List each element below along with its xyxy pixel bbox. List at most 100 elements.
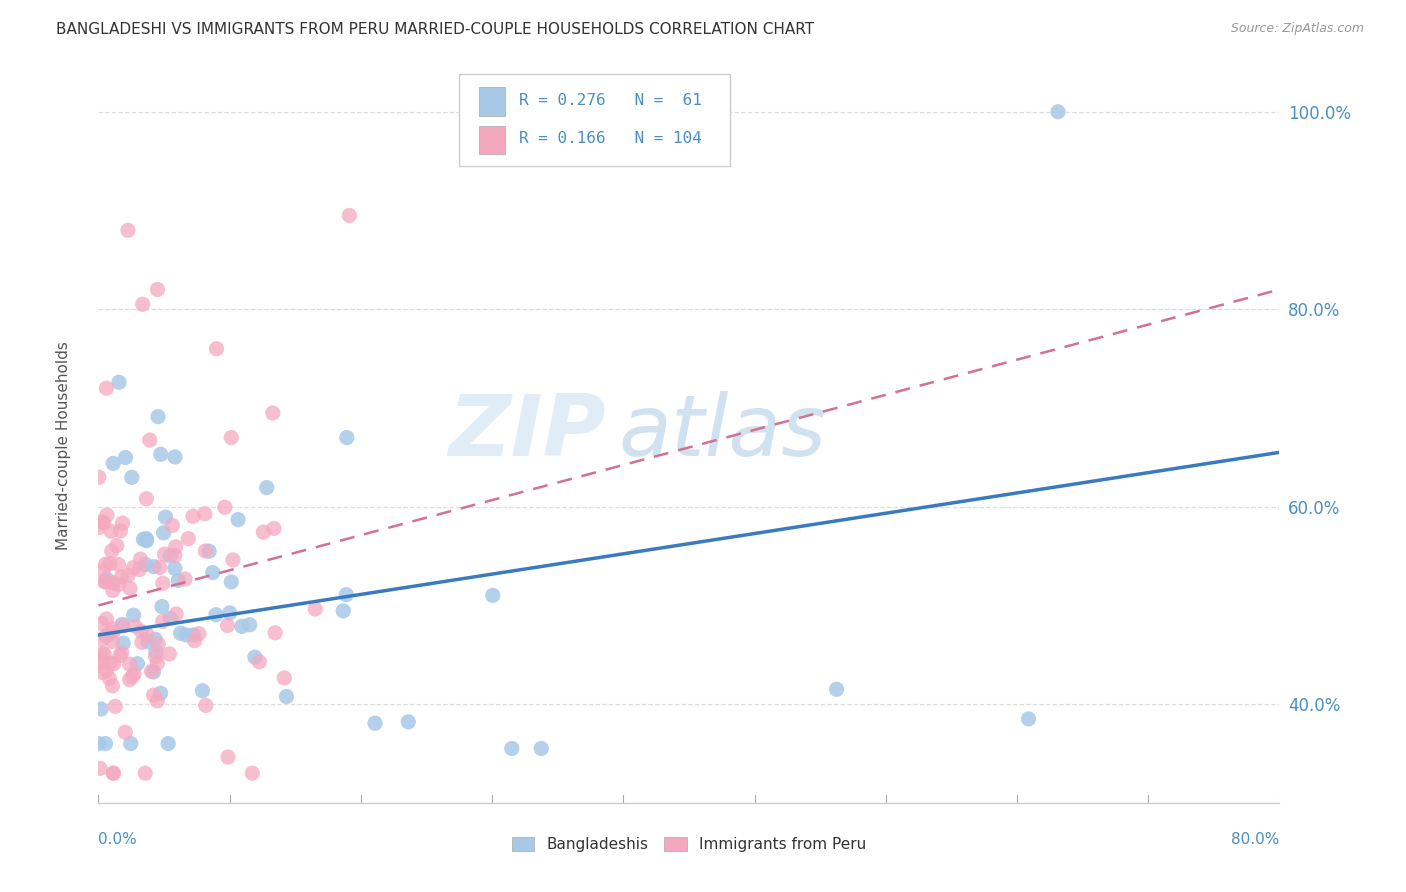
Point: [163, 549, 186, 563]
Text: BANGLADESHI VS IMMIGRANTS FROM PERU MARRIED-COUPLE HOUSEHOLDS CORRELATION CHART: BANGLADESHI VS IMMIGRANTS FROM PERU MARR…: [56, 22, 814, 37]
Point: [157, 647, 180, 661]
Point: [143, 632, 166, 647]
Point: [217, 618, 239, 632]
Point: [181, 509, 204, 524]
Point: [118, 673, 141, 687]
Point: [226, 512, 249, 526]
Point: [165, 607, 187, 621]
Point: [146, 283, 169, 297]
Point: [163, 450, 186, 464]
Point: [134, 766, 156, 780]
Point: [108, 376, 131, 390]
Point: [481, 588, 503, 602]
Point: [501, 741, 523, 756]
Point: [103, 766, 125, 780]
Point: [87, 520, 110, 534]
Point: [111, 516, 134, 530]
Point: [90, 515, 112, 529]
Point: [273, 671, 295, 685]
Point: [121, 470, 143, 484]
Point: [174, 572, 197, 586]
Point: [135, 491, 157, 506]
Point: [152, 576, 174, 591]
Point: [276, 690, 298, 704]
Point: [91, 632, 114, 647]
Text: atlas: atlas: [619, 391, 827, 475]
Point: [97, 627, 120, 641]
Point: [174, 628, 197, 642]
Point: [111, 617, 134, 632]
Point: [127, 657, 149, 671]
Point: [825, 682, 848, 697]
Point: [108, 648, 131, 663]
Point: [89, 652, 111, 666]
Point: [128, 563, 150, 577]
Point: [135, 533, 157, 548]
Point: [131, 635, 153, 649]
Point: [103, 657, 125, 671]
Point: [101, 634, 124, 648]
Point: [91, 665, 114, 680]
Point: [103, 457, 125, 471]
Point: [194, 544, 217, 558]
Point: [304, 602, 326, 616]
Point: [103, 766, 125, 780]
Point: [124, 619, 146, 633]
Point: [263, 521, 285, 535]
Point: [264, 625, 287, 640]
Point: [103, 811, 125, 825]
Point: [142, 665, 165, 679]
Point: [214, 500, 236, 515]
Text: Married-couple Households: Married-couple Households: [56, 342, 70, 550]
Point: [101, 679, 124, 693]
Point: [134, 558, 156, 572]
Point: [332, 604, 354, 618]
Point: [107, 577, 129, 591]
Text: ZIP: ZIP: [449, 391, 606, 475]
Point: [1018, 712, 1040, 726]
Point: [141, 665, 163, 679]
Point: [94, 737, 117, 751]
Point: [93, 574, 115, 589]
Point: [90, 616, 112, 631]
Point: [96, 381, 118, 395]
Point: [114, 450, 136, 465]
Point: [90, 702, 112, 716]
Point: [120, 582, 142, 596]
Point: [89, 761, 111, 775]
Point: [240, 766, 263, 780]
Point: [118, 657, 141, 672]
Point: [110, 570, 132, 584]
Point: [114, 725, 136, 739]
Point: [93, 516, 115, 530]
Point: [122, 560, 145, 574]
Point: [91, 646, 114, 660]
Point: [198, 544, 221, 558]
Point: [339, 209, 361, 223]
Point: [243, 650, 266, 665]
Text: R = 0.166   N = 104: R = 0.166 N = 104: [519, 131, 702, 146]
Point: [221, 431, 243, 445]
Point: [135, 532, 157, 546]
Point: [93, 647, 115, 661]
Point: [191, 683, 214, 698]
Point: [110, 524, 132, 538]
Point: [256, 481, 278, 495]
Point: [132, 297, 155, 311]
Point: [167, 574, 190, 588]
Point: [100, 544, 122, 558]
Point: [150, 599, 173, 614]
Point: [131, 624, 153, 639]
Text: Source: ZipAtlas.com: Source: ZipAtlas.com: [1230, 22, 1364, 36]
Point: [219, 574, 242, 589]
Point: [98, 557, 121, 571]
Point: [364, 716, 387, 731]
Point: [194, 698, 217, 713]
Point: [94, 558, 117, 572]
FancyBboxPatch shape: [478, 126, 505, 154]
Point: [121, 669, 143, 683]
Point: [142, 688, 165, 702]
Point: [239, 617, 262, 632]
Point: [96, 508, 118, 522]
Point: [396, 714, 419, 729]
